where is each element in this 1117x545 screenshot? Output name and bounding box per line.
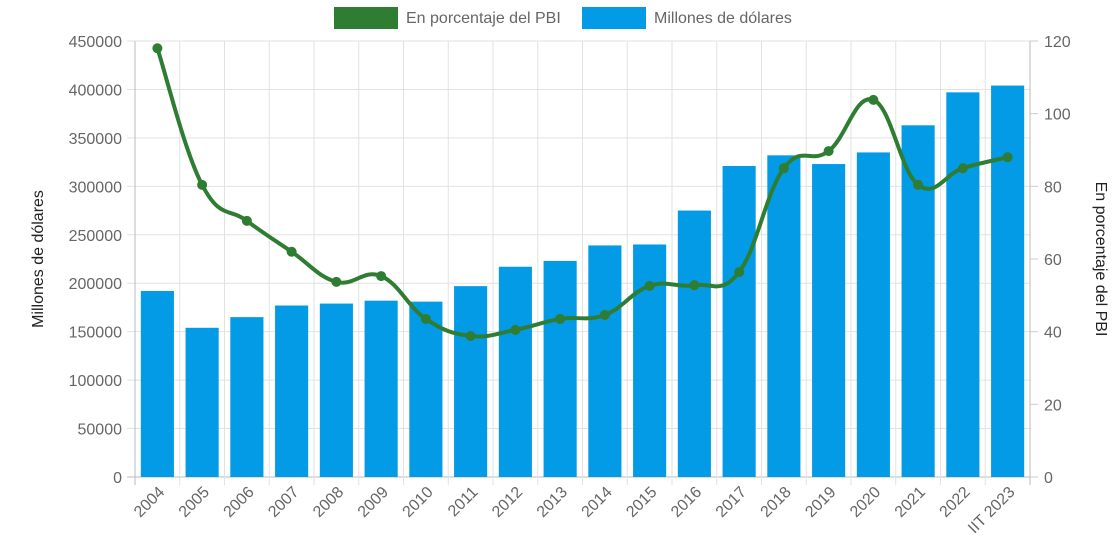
y-tick-label: 0	[113, 470, 122, 487]
y-axis-title: Millones de dólares	[30, 190, 47, 328]
pbi-point[interactable]	[152, 43, 163, 54]
pbi-point[interactable]	[510, 324, 521, 335]
y2-tick-label: 0	[1044, 470, 1053, 487]
bar[interactable]	[543, 260, 577, 477]
x-tick-label: 2010	[400, 484, 437, 521]
legend-swatch-pbi	[334, 7, 398, 29]
y-tick-label: 450000	[69, 34, 122, 51]
pbi-point[interactable]	[1002, 152, 1013, 163]
x-tick-label: 2009	[355, 484, 392, 521]
y-tick-label: 50000	[78, 422, 123, 439]
x-tick-label: 2011	[445, 484, 481, 520]
x-tick-label: 2022	[937, 484, 974, 521]
pbi-point[interactable]	[689, 280, 700, 291]
bar[interactable]	[409, 301, 443, 477]
bar[interactable]	[364, 300, 398, 477]
pbi-point[interactable]	[331, 276, 342, 287]
x-tick-label: 2019	[802, 484, 839, 521]
y2-tick-label: 40	[1044, 325, 1062, 342]
bar[interactable]	[319, 303, 353, 477]
legend-label-usd: Millones de dólares	[654, 10, 792, 27]
bar[interactable]	[588, 245, 622, 477]
grid	[127, 40, 1031, 485]
bar[interactable]	[498, 266, 532, 477]
x-tick-label: 2008	[310, 484, 347, 521]
x-tick-label: 2004	[131, 484, 168, 521]
y-tick-label: 150000	[69, 325, 122, 342]
y2-tick-label: 100	[1044, 107, 1071, 124]
pbi-point[interactable]	[241, 215, 252, 226]
legend-label-pbi: En porcentaje del PBI	[406, 10, 561, 27]
x-tick-label: 2007	[265, 484, 302, 521]
x-tick-label: 2020	[847, 484, 884, 521]
pbi-point[interactable]	[868, 94, 879, 105]
x-tick-label: 2017	[713, 484, 750, 521]
y2-tick-label: 20	[1044, 397, 1062, 414]
x-tick-label: 2014	[579, 484, 616, 521]
pbi-point[interactable]	[376, 271, 387, 282]
y-tick-label: 300000	[69, 179, 122, 196]
y2-tick-label: 80	[1044, 179, 1062, 196]
pbi-point[interactable]	[599, 309, 610, 320]
bar[interactable]	[812, 164, 846, 477]
bar[interactable]	[454, 286, 488, 477]
x-tick-label: 2005	[176, 484, 213, 521]
bar[interactable]	[901, 125, 935, 477]
pbi-point[interactable]	[420, 313, 431, 324]
y2-axis-title: En porcentaje del PBI	[1092, 182, 1109, 337]
y-tick-label: 250000	[69, 228, 122, 245]
y-tick-label: 400000	[69, 82, 122, 99]
pbi-point[interactable]	[823, 146, 834, 157]
pbi-point[interactable]	[286, 246, 297, 257]
bar[interactable]	[946, 92, 980, 478]
pbi-point[interactable]	[957, 163, 968, 174]
x-tick-label: 2015	[623, 484, 660, 521]
legend[interactable]: En porcentaje del PBI Millones de dólare…	[334, 7, 792, 29]
x-tick-label: 2021	[892, 484, 929, 521]
pbi-point[interactable]	[913, 179, 924, 190]
pbi-point[interactable]	[734, 267, 745, 278]
y-tick-label: 350000	[69, 131, 122, 148]
bar[interactable]	[856, 152, 890, 477]
y2-tick-label: 120	[1044, 34, 1071, 51]
x-tick-label: 2016	[668, 484, 705, 521]
y2-tick-label: 60	[1044, 252, 1062, 269]
bar[interactable]	[140, 290, 174, 477]
bars	[140, 85, 1025, 478]
bar[interactable]	[767, 155, 801, 477]
y-tick-label: 100000	[69, 373, 122, 390]
x-tick-label: IIT 2023	[965, 484, 1018, 537]
pbi-point[interactable]	[197, 179, 208, 190]
x-tick-label: 2006	[221, 484, 258, 521]
bar[interactable]	[677, 210, 711, 478]
line-series	[152, 43, 1013, 342]
y-tick-label: 200000	[69, 276, 122, 293]
bar[interactable]	[633, 244, 667, 477]
bar[interactable]	[991, 85, 1025, 478]
legend-swatch-usd	[582, 7, 646, 29]
x-tick-label: 2018	[758, 484, 795, 521]
pbi-point[interactable]	[778, 163, 789, 174]
bar[interactable]	[185, 327, 219, 477]
bar[interactable]	[722, 165, 756, 477]
pbi-point[interactable]	[644, 280, 655, 291]
x-tick-label: 2012	[489, 484, 526, 521]
pbi-point[interactable]	[465, 331, 476, 342]
x-tick-label: 2013	[534, 484, 571, 521]
bar[interactable]	[275, 305, 309, 477]
pbi-point[interactable]	[555, 313, 566, 324]
bar[interactable]	[230, 317, 264, 477]
